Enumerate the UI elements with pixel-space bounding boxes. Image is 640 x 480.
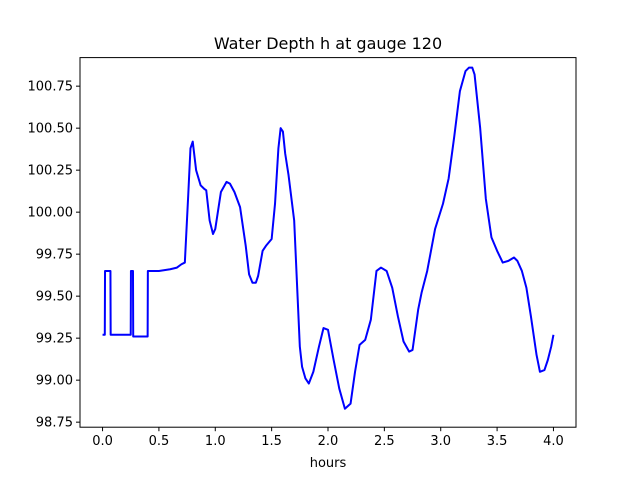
y-tick-label: 100.00 — [28, 206, 74, 221]
y-axis: 98.75 99.00 99.25 99.50 99.75 100.00 100.25 100… — [28, 80, 80, 431]
y-tick-label: 99.50 — [36, 290, 73, 305]
y-tick-label: 99.00 — [36, 374, 73, 389]
x-tick-label: 0.5 — [149, 434, 170, 449]
x-axis-label: hours — [310, 456, 347, 471]
x-tick-label: 0.0 — [92, 434, 113, 449]
y-tick-label: 99.25 — [36, 332, 73, 347]
x-tick-label: 1.0 — [205, 434, 226, 449]
plot-frame — [79, 57, 577, 428]
x-axis: 0.0 0.5 1.0 1.5 2.0 2.5 3.0 3.5 4.0 — [92, 427, 564, 449]
x-tick-label: 3.5 — [487, 434, 508, 449]
series-line — [102, 66, 555, 410]
chart-title: Water Depth h at gauge 120 — [214, 34, 442, 53]
y-tick-label: 100.50 — [28, 122, 74, 137]
y-tick-label: 100.75 — [28, 80, 74, 95]
x-tick-label: 3.0 — [430, 434, 451, 449]
x-tick-label: 2.5 — [374, 434, 395, 449]
x-tick-label: 4.0 — [543, 434, 564, 449]
y-tick-label: 99.75 — [36, 248, 73, 263]
x-tick-label: 1.5 — [261, 434, 282, 449]
x-tick-label: 2.0 — [318, 434, 339, 449]
y-tick-label: 100.25 — [28, 164, 74, 179]
y-tick-label: 98.75 — [36, 416, 73, 431]
plot-area — [102, 66, 555, 410]
